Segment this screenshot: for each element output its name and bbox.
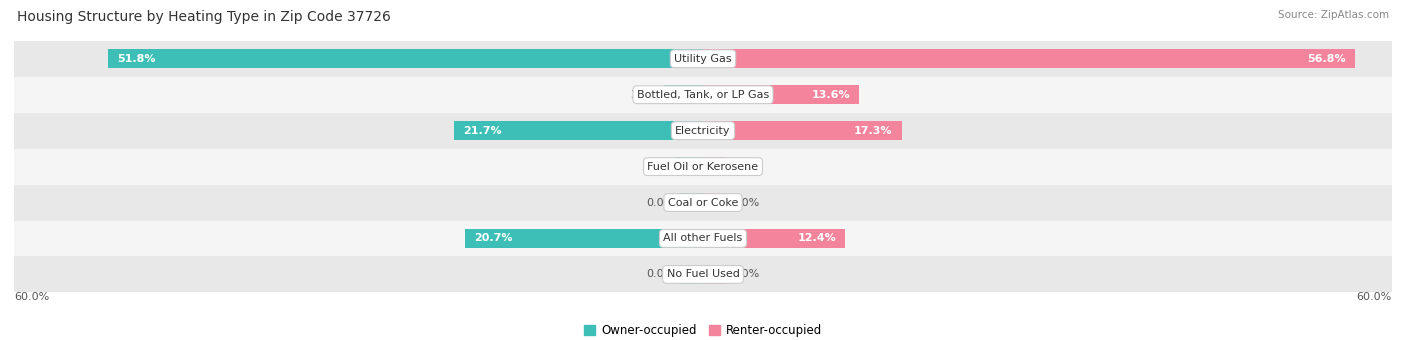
Text: Electricity: Electricity bbox=[675, 126, 731, 136]
Bar bbox=[703, 265, 725, 284]
Bar bbox=[675, 157, 703, 176]
Bar bbox=[14, 256, 1392, 292]
Text: 20.7%: 20.7% bbox=[474, 234, 513, 243]
Text: All other Fuels: All other Fuels bbox=[664, 234, 742, 243]
Text: No Fuel Used: No Fuel Used bbox=[666, 269, 740, 279]
Text: Housing Structure by Heating Type in Zip Code 37726: Housing Structure by Heating Type in Zip… bbox=[17, 10, 391, 24]
Text: Fuel Oil or Kerosene: Fuel Oil or Kerosene bbox=[647, 162, 759, 172]
Bar bbox=[14, 113, 1392, 149]
Bar bbox=[14, 221, 1392, 256]
Bar bbox=[681, 193, 703, 212]
Bar bbox=[664, 85, 703, 104]
Bar bbox=[703, 49, 1355, 68]
Text: 0.0%: 0.0% bbox=[731, 269, 761, 279]
Bar bbox=[108, 49, 703, 68]
Bar bbox=[465, 229, 703, 248]
Bar bbox=[14, 149, 1392, 185]
Text: 51.8%: 51.8% bbox=[117, 54, 156, 64]
Legend: Owner-occupied, Renter-occupied: Owner-occupied, Renter-occupied bbox=[579, 319, 827, 340]
Text: 0.0%: 0.0% bbox=[731, 162, 761, 172]
Bar bbox=[703, 121, 901, 140]
Text: 0.0%: 0.0% bbox=[645, 198, 675, 207]
Text: 0.0%: 0.0% bbox=[731, 198, 761, 207]
Text: 0.0%: 0.0% bbox=[645, 269, 675, 279]
Text: 60.0%: 60.0% bbox=[1357, 292, 1392, 302]
Bar bbox=[703, 229, 845, 248]
Text: Bottled, Tank, or LP Gas: Bottled, Tank, or LP Gas bbox=[637, 90, 769, 100]
Bar bbox=[703, 193, 725, 212]
Text: 12.4%: 12.4% bbox=[797, 234, 837, 243]
Text: 2.4%: 2.4% bbox=[641, 162, 669, 172]
Text: Utility Gas: Utility Gas bbox=[675, 54, 731, 64]
Text: Coal or Coke: Coal or Coke bbox=[668, 198, 738, 207]
Bar bbox=[14, 41, 1392, 77]
Text: 13.6%: 13.6% bbox=[811, 90, 851, 100]
Bar bbox=[14, 185, 1392, 221]
Bar bbox=[703, 157, 725, 176]
Text: 56.8%: 56.8% bbox=[1308, 54, 1346, 64]
Bar bbox=[14, 77, 1392, 113]
Bar bbox=[454, 121, 703, 140]
Bar bbox=[703, 85, 859, 104]
Bar bbox=[681, 265, 703, 284]
Text: 21.7%: 21.7% bbox=[463, 126, 502, 136]
Text: 3.4%: 3.4% bbox=[630, 90, 658, 100]
Text: 17.3%: 17.3% bbox=[853, 126, 893, 136]
Text: 60.0%: 60.0% bbox=[14, 292, 49, 302]
Text: Source: ZipAtlas.com: Source: ZipAtlas.com bbox=[1278, 10, 1389, 20]
